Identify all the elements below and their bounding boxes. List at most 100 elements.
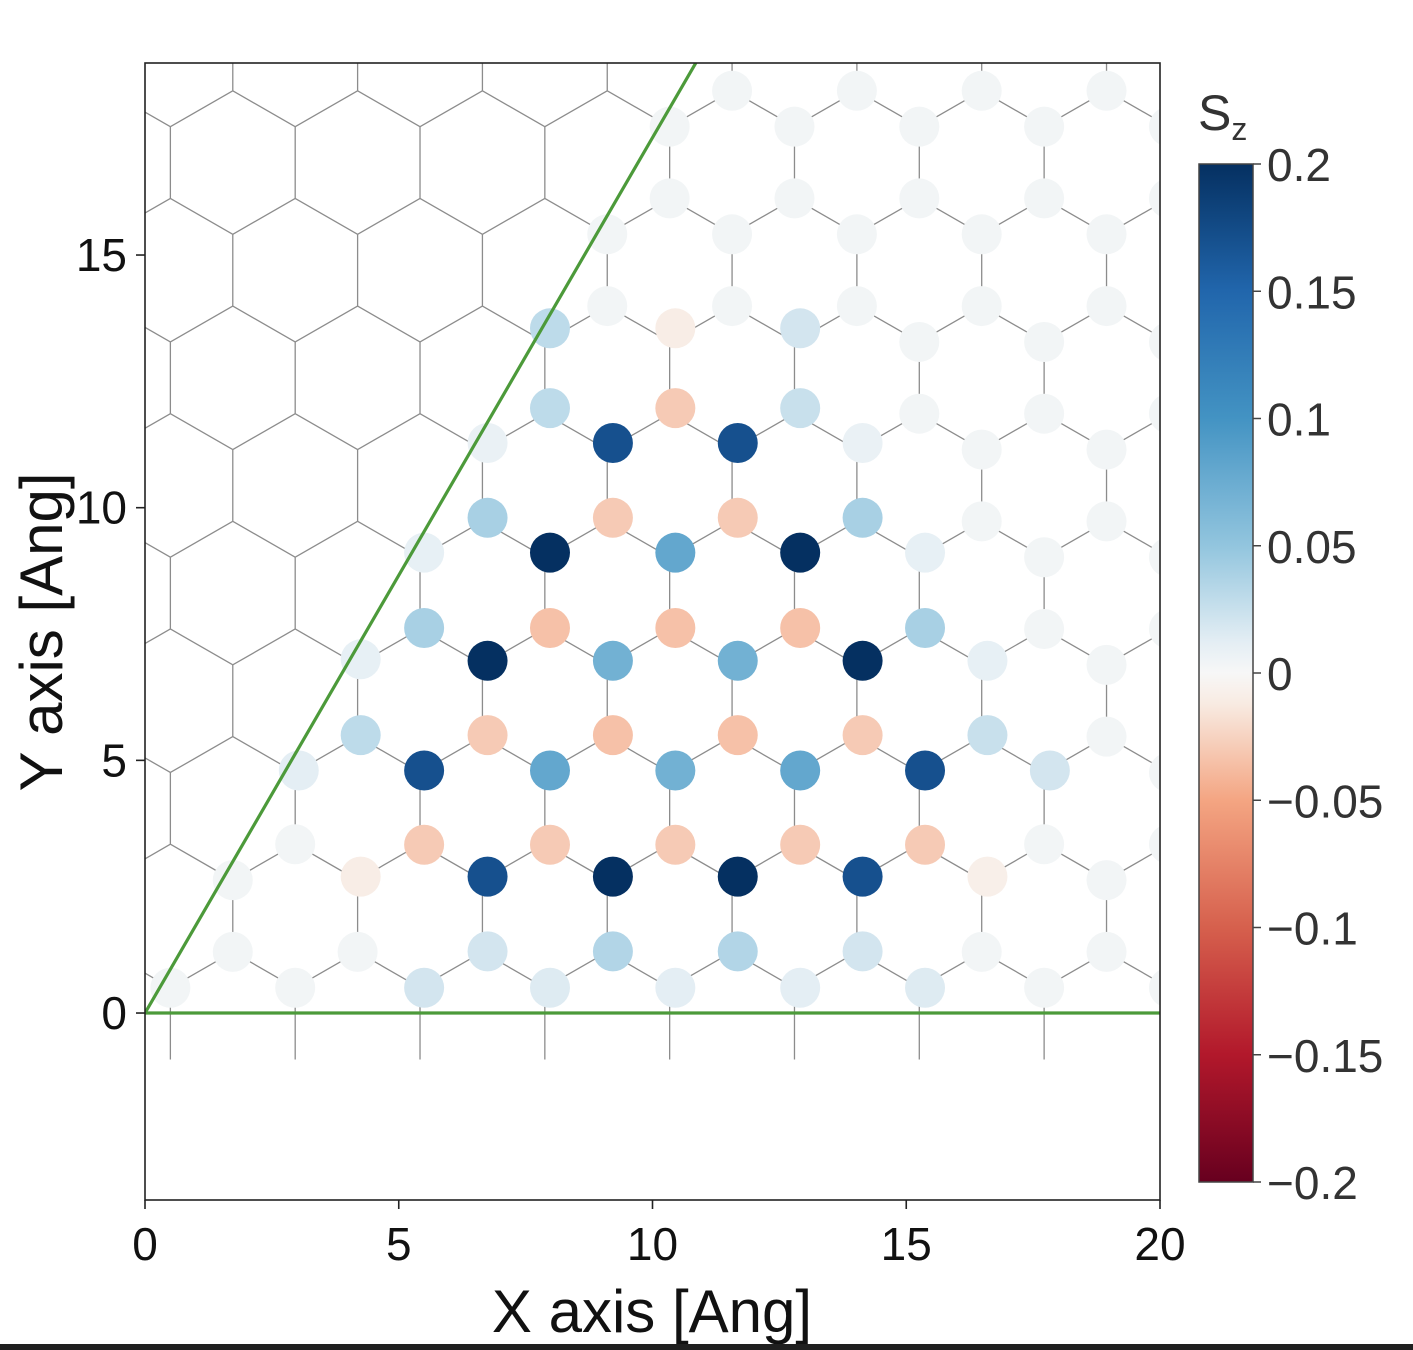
spin-site (655, 967, 696, 1008)
lattice-bond (232, 413, 296, 451)
spin-site (905, 750, 946, 791)
spin-site (467, 715, 508, 756)
lattice-site (1024, 106, 1065, 147)
lattice-site (899, 178, 940, 219)
lattice-site (212, 931, 253, 972)
lattice-site (587, 214, 628, 255)
spin-site (717, 856, 758, 897)
spin-site (467, 931, 508, 972)
spin-site (717, 715, 758, 756)
lattice-bond (145, 197, 171, 214)
spin-site (529, 750, 570, 791)
lattice-site (899, 321, 940, 362)
spin-site (529, 967, 570, 1008)
spin-site (529, 824, 570, 865)
lattice-bond (145, 541, 171, 558)
lattice-bond (145, 111, 171, 128)
lattice-bond (419, 197, 483, 235)
colorbar-label: Sz (1198, 85, 1247, 147)
lattice-site (1086, 429, 1127, 470)
lattice-site (961, 931, 1002, 972)
lattice-bond (294, 520, 358, 558)
lattice-bond (170, 413, 234, 451)
lattice-site (1148, 324, 1160, 360)
spin-site (780, 750, 821, 791)
colorbar-tick-label: −0.1 (1267, 903, 1358, 955)
lattice-bond (482, 90, 546, 128)
lattice-site (1148, 395, 1160, 432)
spin-site (842, 931, 883, 972)
spin-site (655, 308, 696, 349)
spin-site (340, 639, 381, 680)
spin-site (717, 640, 758, 681)
lattice-site (961, 214, 1002, 255)
spin-site (905, 967, 946, 1008)
spin-site (404, 750, 445, 791)
lattice-bond (294, 413, 358, 451)
unit-cell-line (145, 63, 698, 1014)
lattice-site (837, 0, 877, 39)
colorbar-tick-label: −0.05 (1267, 775, 1383, 827)
colorbar-tick-label: −0.2 (1267, 1157, 1358, 1209)
spin-site (655, 824, 696, 865)
colorbar-tick-label: 0.1 (1267, 394, 1331, 446)
lattice-site (836, 70, 877, 111)
spin-site (592, 497, 633, 538)
spin-site (278, 750, 319, 791)
lattice-site (1024, 393, 1065, 434)
spin-site (842, 715, 883, 756)
colorbar-tick-label: −0.15 (1267, 1030, 1383, 1082)
lattice-site (1086, 860, 1127, 901)
lattice-bond (232, 197, 296, 235)
spin-site (780, 824, 821, 865)
lattice-bond (357, 197, 421, 235)
lattice-site (649, 178, 690, 219)
lattice-bond (544, 90, 608, 128)
lattice-site (836, 214, 877, 255)
x-axis: 0 5 10 15 20 (132, 1200, 1186, 1270)
plot-background (145, 63, 1160, 1200)
lattice-site (275, 824, 316, 865)
colorbar: Sz 0.2 0.15 0.1 0.05 0 −0.05 −0.1 −0.15 −0.2 (1198, 85, 1383, 1209)
lattice-site (1086, 716, 1127, 757)
spin-site (404, 824, 445, 865)
lattice-site (1086, 931, 1127, 972)
lattice-bond (232, 520, 296, 558)
lattice-site (150, 967, 191, 1008)
spin-site (529, 308, 570, 349)
spin-site (404, 532, 445, 573)
lattice-site (275, 967, 316, 1008)
x-axis-label: X axis [Ang] (492, 1278, 812, 1345)
spin-site (467, 856, 508, 897)
lattice-site (1148, 826, 1160, 863)
spin-site (842, 497, 883, 538)
lattice-bond (357, 90, 421, 128)
lattice-site (1024, 537, 1065, 578)
spin-site (467, 423, 508, 464)
lattice-site (337, 931, 378, 972)
lattice-site (1086, 286, 1127, 327)
spin-site (905, 607, 946, 648)
colorbar-tick-label: 0.05 (1267, 521, 1357, 573)
lattice-bond (170, 736, 234, 774)
lattice-site (1086, 70, 1127, 111)
lattice-bond (170, 197, 234, 235)
y-axis-label: Y axis [Ang] (8, 472, 75, 791)
lattice-site (712, 0, 752, 39)
spin-site (655, 532, 696, 573)
y-tick-label: 10 (76, 482, 127, 534)
lattice-bond (294, 305, 358, 343)
lattice-site (212, 860, 253, 901)
spin-site (780, 308, 821, 349)
lattice-bond (170, 305, 234, 343)
colorbar-label-subscript: z (1231, 111, 1247, 147)
lattice-bond (145, 757, 171, 774)
lattice-site (1086, 644, 1127, 685)
lattice-bond (145, 326, 171, 343)
spin-site (340, 856, 381, 897)
lattice-bond (357, 305, 421, 343)
lattice-site (1148, 611, 1160, 647)
lattice-site (961, 286, 1002, 327)
lattice-bond (170, 90, 234, 128)
lattice-bond (145, 413, 171, 430)
